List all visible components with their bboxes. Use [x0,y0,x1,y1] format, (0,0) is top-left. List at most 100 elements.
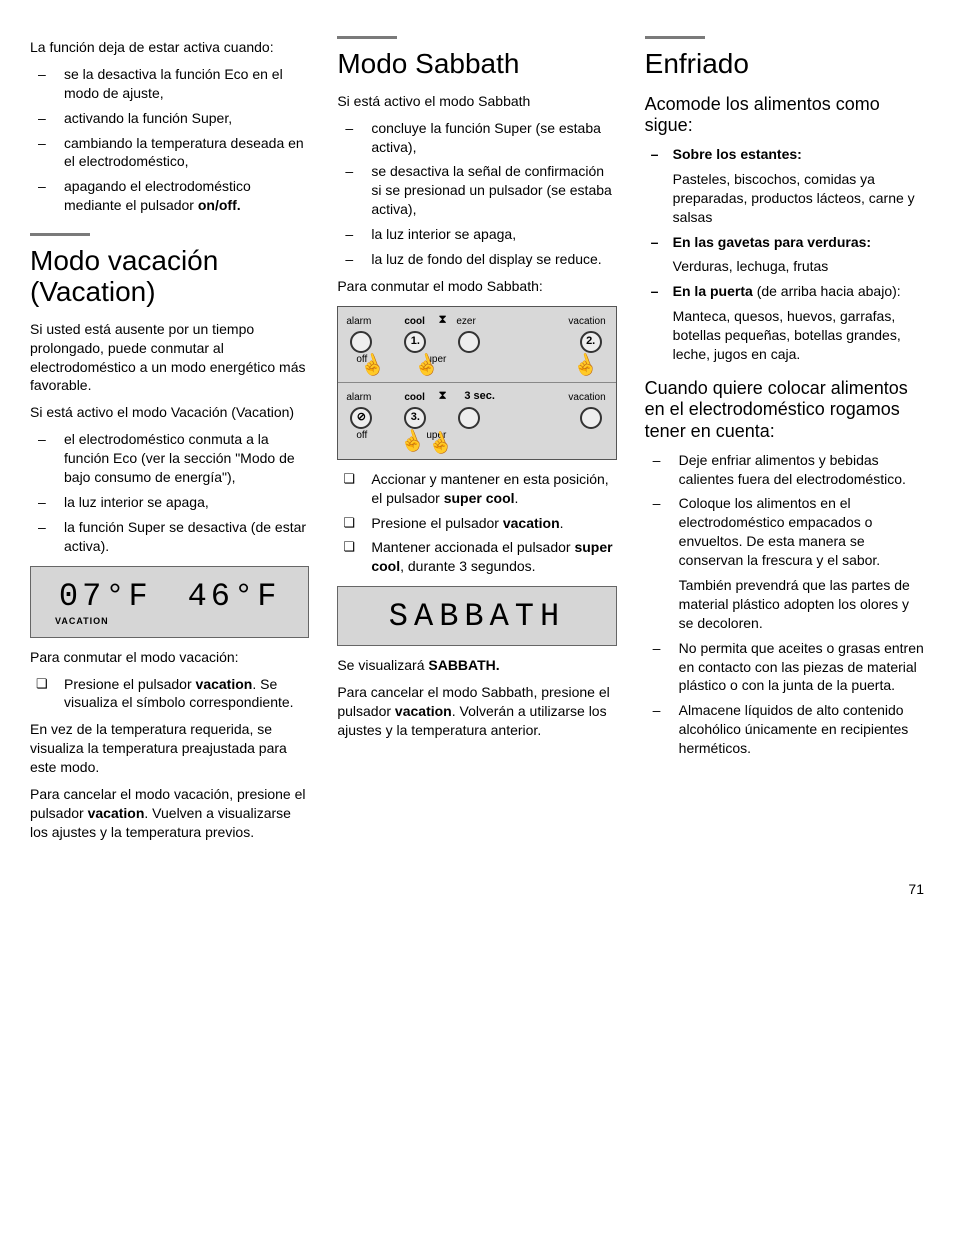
list-item: No permita que aceites o grasas entren e… [645,639,924,696]
button-circle-slashed: ⊘ [350,407,372,429]
text: Mantener accionada el pulsador [371,539,574,555]
list-item: el electrodoméstico conmuta a la función… [30,430,309,487]
temp-right: 46°F [188,581,281,613]
storage-title: Sobre los estantes: [673,146,802,162]
list-item: cambiando la temperatura deseada en el e… [30,134,309,172]
para: Si usted está ausente por un tiempo prol… [30,320,309,396]
hourglass-icon: ⧗ [438,311,446,327]
column-1: La función deja de estar activa cuando: … [30,30,309,850]
para: Para cancelar el modo vacación, presione… [30,785,309,842]
storage-sub: (de arriba hacia abajo): [757,283,901,299]
storage-item: En las gavetas para verduras: Verduras, … [645,233,924,277]
text: . [515,490,519,506]
vacation-btn-ref: vacation [88,805,145,821]
step-num: 3. [411,410,420,425]
list-item: activando la función Super, [30,109,309,128]
button-circle [458,331,480,353]
list-item: la función Super se desactiva (de estar … [30,518,309,556]
page-number: 71 [30,880,924,899]
list-item: la luz de fondo del display se reduce. [337,250,616,269]
storage-item: En la puerta (de arriba hacia abajo): Ma… [645,282,924,364]
subhead-arrange: Acomode los alimentos como sigue: [645,94,924,137]
section-rule [30,233,90,236]
label-alarm: alarm [346,315,371,329]
heading-vacation: Modo vacación (Vacation) [30,246,309,308]
button-circle [580,407,602,429]
list-item: concluye la función Super (se estaba act… [337,119,616,157]
step-num: 1. [411,334,420,349]
vacation-steps: Presione el pulsador vacation. Se visual… [30,675,309,713]
vacation-btn-ref: vacation [196,676,253,692]
label-vacation: vacation [568,315,605,329]
supercool-ref: super cool [444,490,515,506]
list-item: se la desactiva la función Eco en el mod… [30,65,309,103]
text: . [560,515,564,531]
seg-sabbath: SABBATH [348,595,605,635]
heading-sabbath: Modo Sabbath [337,49,616,80]
text: Coloque los alimentos en el electrodomés… [679,495,881,568]
hourglass-icon: ⧗ [438,387,446,403]
panel-row-2: alarm cool ⧗ 3 sec. vacation ⊘ 3. off up… [338,383,615,459]
label-cool: cool [404,315,425,329]
button-circle [350,331,372,353]
intro-para: La función deja de estar activa cuando: [30,38,309,57]
subhead-notes: Cuando quiere colocar alimentos en el el… [645,378,924,443]
hand-icon: ☝ [396,425,429,459]
label-3sec: 3 sec. [464,389,495,404]
sabbath-ref: SABBATH. [428,657,499,673]
list-item: Deje enfriar alimentos y bebidas calient… [645,451,924,489]
text: Se visualizará [337,657,428,673]
section-rule [645,36,705,39]
step-item: Presione el pulsador vacation. [337,514,616,533]
vacation-ref: vacation [503,515,560,531]
storage-list: Sobre los estantes: Pasteles, biscochos,… [645,145,924,364]
para: Para conmutar el modo Sabbath: [337,277,616,296]
storage-title: En la puerta [673,283,753,299]
storage-desc: Pasteles, biscochos, comidas ya preparad… [673,170,924,227]
vacation-list: el electrodoméstico conmuta a la función… [30,430,309,555]
text: También prevendrá que las partes de mate… [679,576,924,633]
onoff-label: on/off. [198,197,241,213]
para: En vez de la temperatura requerida, se v… [30,720,309,777]
storage-item: Sobre los estantes: Pasteles, biscochos,… [645,145,924,227]
label-vacation: vacation [568,391,605,405]
text: , durante 3 segundos. [400,558,535,574]
button-circle-3: 3. [404,407,426,429]
list-item: Almacene líquidos de alto contenido alco… [645,701,924,758]
storage-desc: Verduras, lechuga, frutas [673,257,924,276]
list-item: Coloque los alimentos en el electrodomés… [645,494,924,632]
storage-desc: Manteca, quesos, huevos, garrafas, botel… [673,307,924,364]
list-item: se desactiva la señal de confirmación si… [337,162,616,219]
text: Presione el pulsador [371,515,503,531]
vacation-indicator: VACATION [41,615,298,627]
control-panel-diagram: alarm cool ⧗ ezer vacation 1. 2. off upe… [337,306,616,460]
para: Si está activo el modo Vacación (Vacatio… [30,403,309,422]
para: Se visualizará SABBATH. [337,656,616,675]
step-item: Presione el pulsador vacation. Se visual… [30,675,309,713]
vacation-ref: vacation [395,703,452,719]
sabbath-list: concluye la función Super (se estaba act… [337,119,616,269]
lcd-display-vacation: 07°F 46°F VACATION [30,566,309,638]
label-off: off [356,429,367,443]
hand-icon: ☝ [569,349,602,383]
step-num: 2. [586,334,595,349]
deactivate-list: se la desactiva la función Eco en el mod… [30,65,309,215]
notes-list: Deje enfriar alimentos y bebidas calient… [645,451,924,758]
label-alarm: alarm [346,391,371,405]
para: Si está activo el modo Sabbath [337,92,616,111]
panel-row-1: alarm cool ⧗ ezer vacation 1. 2. off upe… [338,307,615,383]
column-2: Modo Sabbath Si está activo el modo Sabb… [337,30,616,850]
lcd-display-sabbath: SABBATH [337,586,616,646]
temp-left: 07°F [59,581,152,613]
button-circle [458,407,480,429]
text: Presione el pulsador [64,676,196,692]
step-item: Accionar y mantener en esta posición, el… [337,470,616,508]
list-item: la luz interior se apaga, [337,225,616,244]
step-item: Mantener accionada el pulsador super coo… [337,538,616,576]
column-3: Enfriado Acomode los alimentos como sigu… [645,30,924,850]
label-freezer: ezer [456,315,475,329]
sabbath-steps: Accionar y mantener en esta posición, el… [337,470,616,576]
storage-title: En las gavetas para verduras: [673,234,871,250]
seg-readout: 07°F 46°F [41,575,298,615]
section-rule [337,36,397,39]
